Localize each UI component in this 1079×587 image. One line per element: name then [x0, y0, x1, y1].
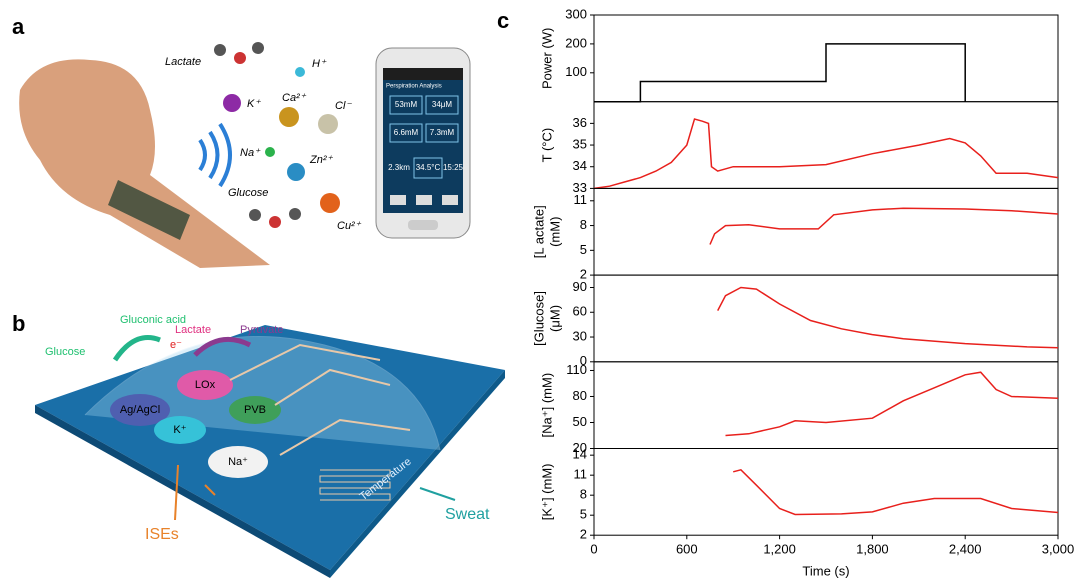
line: [717, 286, 1059, 349]
y-axis-label: [L actate]: [531, 205, 546, 258]
y-tick-label: 50: [573, 414, 587, 429]
y-axis-label: [K⁺] (mM): [539, 464, 554, 521]
y-tick-label: 35: [573, 136, 587, 151]
y-tick-label: 36: [573, 115, 587, 130]
device-label: PVB: [244, 404, 266, 416]
plot-frame: [593, 187, 1059, 276]
y-tick-label: 80: [573, 388, 587, 403]
molecule-label: Cu²⁺: [337, 220, 362, 232]
y-axis-label: (mM): [547, 217, 562, 247]
y-tick-label: 0: [580, 353, 587, 368]
molecule-label: K⁺: [247, 98, 261, 110]
y-tick-label: 8: [580, 217, 587, 232]
y-axis-label: [Glucose]: [531, 291, 546, 346]
device-label: Lactate: [175, 324, 211, 336]
phone-reading: 53mM: [395, 100, 418, 109]
y-tick-label: 200: [565, 35, 587, 50]
phone-reading: 7.3mM: [430, 128, 455, 137]
y-tick-label: 60: [573, 304, 587, 319]
phone-title: Perspiration Analysis: [386, 84, 442, 90]
device-label: Pyruvate: [240, 324, 283, 336]
y-tick-label: 34: [573, 158, 587, 173]
panel-label: a: [12, 14, 25, 39]
plot-frame: [593, 361, 1059, 449]
line: [594, 43, 966, 103]
device-label: Ag/AgCl: [120, 404, 160, 416]
device-label: ISEs: [145, 526, 179, 543]
y-tick-label: 100: [565, 64, 587, 79]
molecule-label: H⁺: [312, 58, 327, 70]
arm-illustration: [19, 59, 270, 268]
line: [593, 118, 1059, 190]
phone-reading: 34μM: [432, 100, 453, 109]
phone: [375, 47, 471, 239]
y-axis-label: Power (W): [539, 28, 554, 89]
device-label: Glucose: [45, 346, 85, 358]
x-tick-label: 1,200: [763, 542, 796, 557]
y-tick-label: 11: [574, 192, 588, 207]
y-tick-label: 33: [573, 180, 587, 195]
y-tick-label: 2: [580, 527, 587, 542]
molecule-label: Cl⁻: [335, 100, 352, 112]
line: [733, 468, 1059, 516]
y-tick-label: 30: [573, 328, 587, 343]
x-tick-label: 0: [590, 542, 597, 557]
y-tick-label: 8: [580, 487, 587, 502]
device-label: Gluconic acid: [120, 314, 186, 326]
y-tick-label: 90: [573, 279, 587, 294]
line: [725, 371, 1059, 437]
x-tick-label: 1,800: [856, 542, 889, 557]
y-tick-label: 5: [580, 242, 587, 257]
molecule-label: Ca²⁺: [282, 92, 307, 104]
x-tick-label: 600: [676, 542, 698, 557]
device-label: e⁻: [170, 339, 182, 351]
device-label: Sweat: [445, 506, 490, 523]
x-tick-label: 3,000: [1042, 542, 1075, 557]
molecule-label: Na⁺: [240, 147, 261, 159]
line: [709, 207, 1059, 245]
device-label: LOx: [195, 379, 216, 391]
sensor-device: [35, 325, 505, 578]
plot-frame: [593, 448, 1059, 536]
molecule-label: Glucose: [228, 187, 268, 199]
phone-reading: 2.3km: [388, 163, 410, 172]
y-axis-label: T (°C): [539, 128, 554, 163]
phone-reading: 15:25: [443, 163, 464, 172]
y-tick-label: 110: [566, 362, 587, 377]
panel-label: c: [497, 8, 509, 33]
y-tick-label: 20: [573, 440, 587, 455]
molecules: [214, 42, 340, 228]
x-tick-label: 2,400: [949, 542, 982, 557]
plot-frame: [593, 101, 1059, 189]
y-tick-label: 2: [580, 267, 587, 282]
molecule-label: Lactate: [165, 56, 201, 68]
molecule-label: Zn²⁺: [309, 154, 334, 166]
phone-reading: 6.6mM: [394, 128, 419, 137]
y-tick-label: 14: [573, 447, 587, 462]
plot-frame: [593, 274, 1059, 363]
y-tick-label: 300: [565, 6, 587, 21]
x-axis-label: Time (s): [802, 564, 849, 579]
phone-reading: 34.5°C: [416, 163, 441, 172]
y-axis-label: [Na⁺] (mM): [539, 373, 554, 438]
y-axis-label: (μM): [547, 305, 562, 332]
device-label: K⁺: [173, 424, 186, 436]
panel-label: b: [12, 311, 25, 336]
y-tick-label: 11: [574, 467, 588, 482]
device-label: Na⁺: [228, 456, 248, 468]
y-tick-label: 5: [580, 507, 587, 522]
